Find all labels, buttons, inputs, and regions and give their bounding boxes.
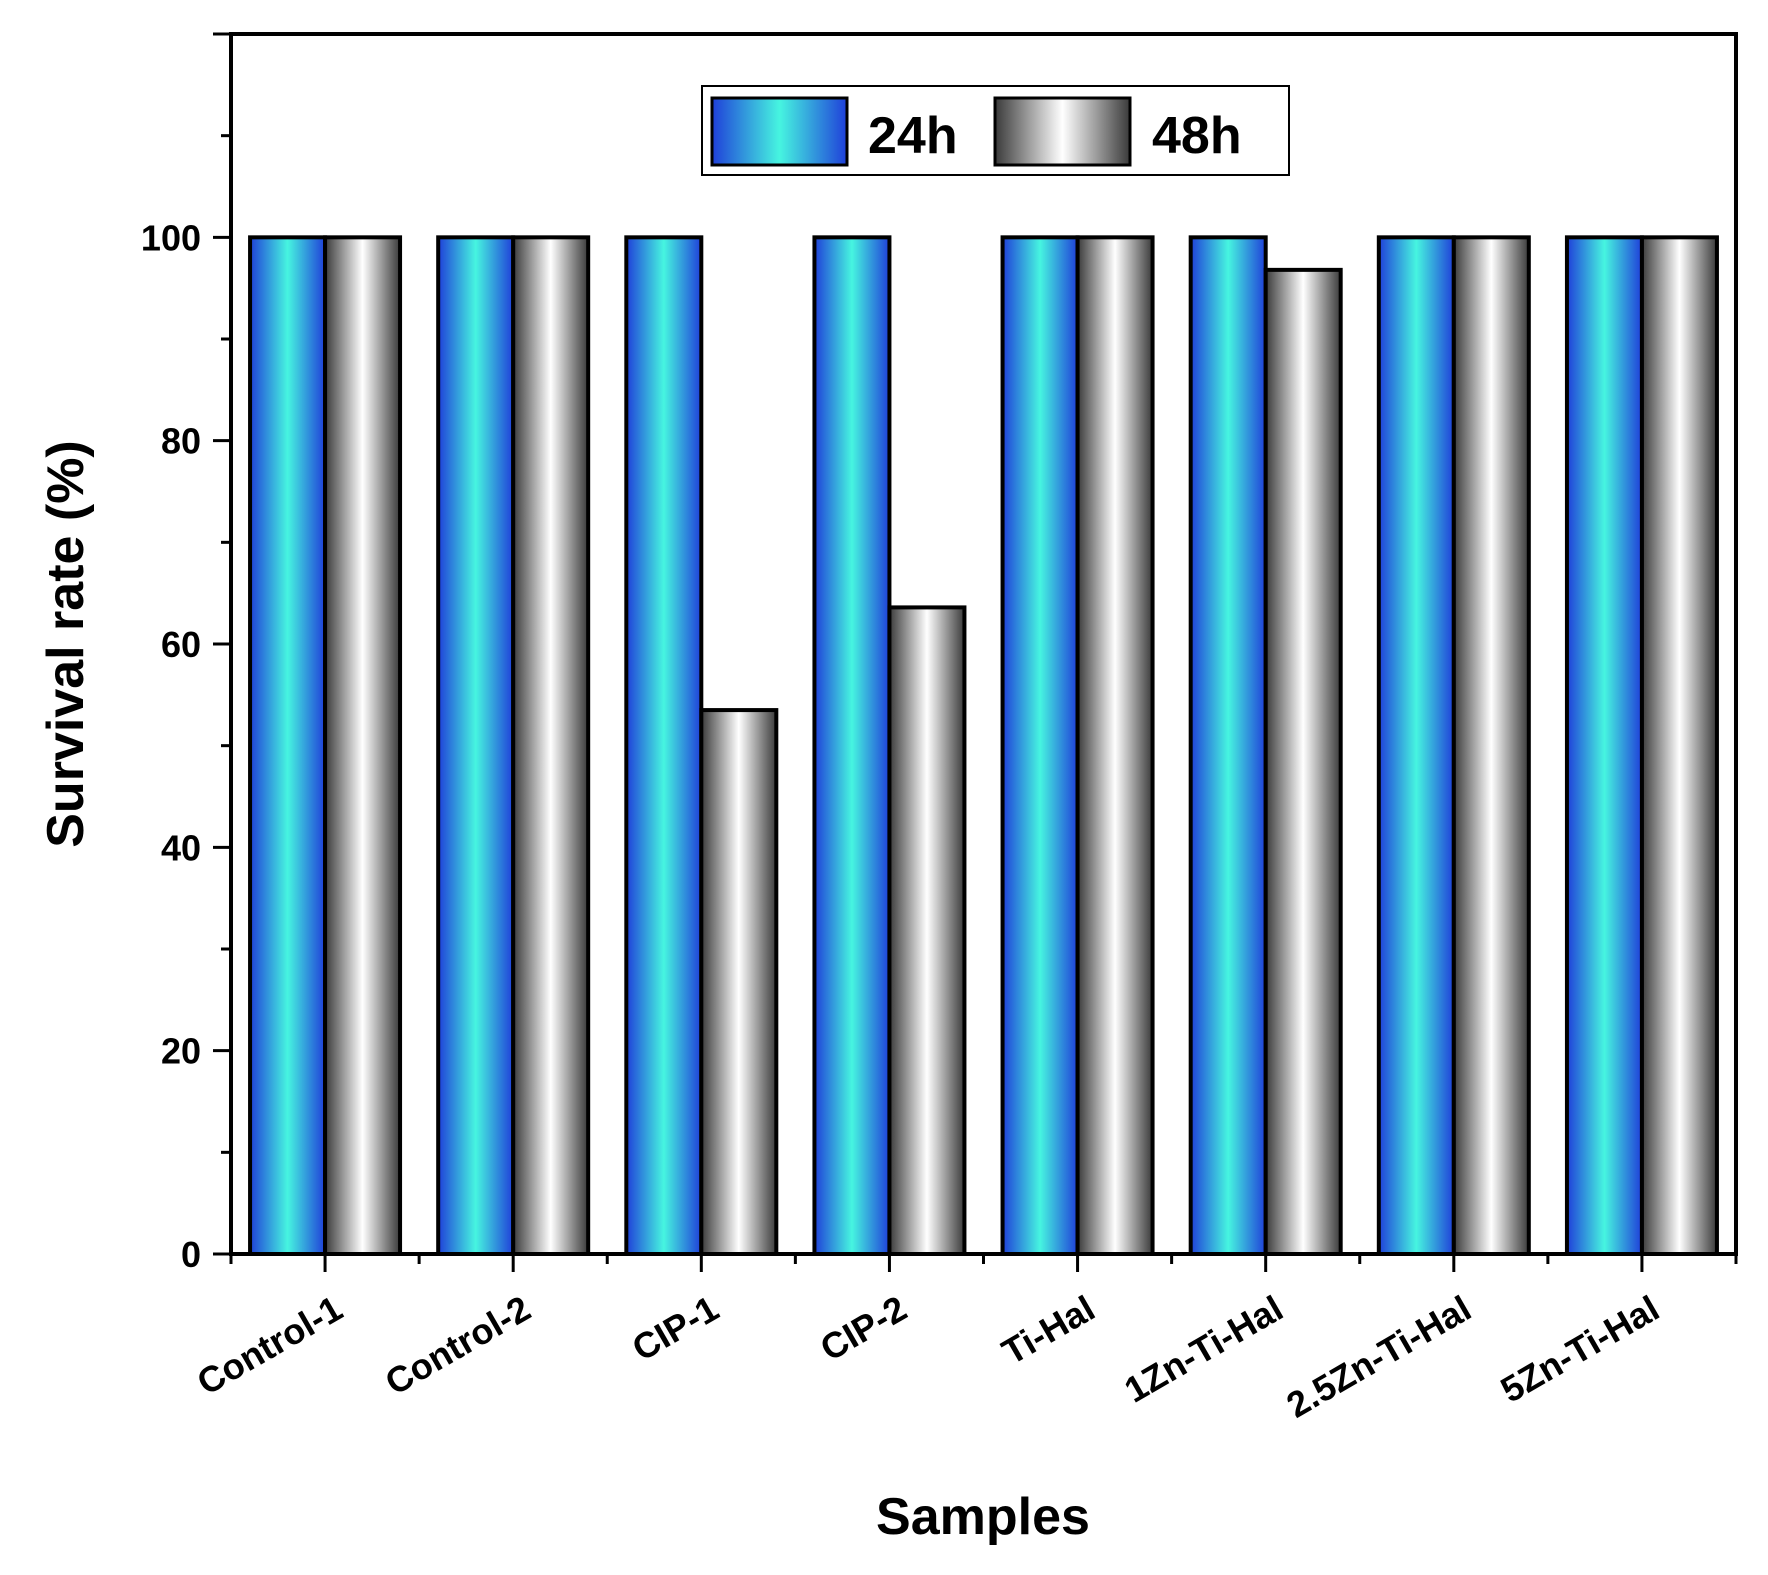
bar-48h-CIP-2 xyxy=(887,605,967,1256)
bar-48h-2.5Zn-Ti-Hal xyxy=(1451,235,1531,1257)
y-tick-label: 0 xyxy=(181,1234,201,1275)
legend-label-48h: 48h xyxy=(1152,107,1242,165)
bar-24h-Control-1 xyxy=(248,235,328,1257)
x-tick-label: 1Zn-Ti-Hal xyxy=(1117,1287,1289,1410)
x-tick-label: Ti-Hal xyxy=(995,1287,1102,1372)
bar-24h-Ti-Hal xyxy=(1000,235,1080,1257)
legend-swatch-24h xyxy=(710,96,849,167)
bar-24h-CIP-2 xyxy=(812,235,892,1257)
bar-24h-CIP-1 xyxy=(624,235,704,1257)
bar-48h-Ti-Hal xyxy=(1075,235,1155,1257)
bar-24h-1Zn-Ti-Hal xyxy=(1188,235,1268,1257)
bar-24h-2.5Zn-Ti-Hal xyxy=(1376,235,1456,1257)
legend: 24h 48h xyxy=(701,85,1290,176)
x-tick-label: Control-1 xyxy=(190,1287,349,1402)
x-axis-title: Samples xyxy=(876,1488,1090,1546)
x-tick-label: CIP-2 xyxy=(813,1287,913,1369)
y-tick-label: 40 xyxy=(161,827,201,868)
x-tick-label: 2.5Zn-Ti-Hal xyxy=(1279,1287,1477,1425)
y-tick-label: 80 xyxy=(161,421,201,462)
y-axis: 0 20 40 60 80 100 xyxy=(141,32,231,1275)
bar-48h-Control-1 xyxy=(323,235,403,1257)
legend-label-24h: 24h xyxy=(868,107,958,165)
legend-swatch-48h xyxy=(993,96,1132,167)
y-tick-label: 60 xyxy=(161,624,201,665)
x-tick-label: 5Zn-Ti-Hal xyxy=(1494,1287,1666,1410)
x-axis: Control-1 Control-2 CIP-1 CIP-2 Ti-Hal 1Zn-Ti… xyxy=(190,1254,1738,1426)
bar-48h-5Zn-Ti-Hal xyxy=(1639,235,1719,1257)
bar-48h-CIP-1 xyxy=(699,708,779,1256)
bars xyxy=(248,235,1719,1257)
y-axis-title: Survival rate (%) xyxy=(37,440,95,848)
x-tick-label: CIP-1 xyxy=(625,1287,725,1369)
bar-24h-5Zn-Ti-Hal xyxy=(1564,235,1644,1257)
y-tick-label: 100 xyxy=(141,217,201,258)
bar-48h-Control-2 xyxy=(511,235,591,1257)
x-tick-label: Control-2 xyxy=(378,1287,537,1402)
bar-48h-1Zn-Ti-Hal xyxy=(1263,267,1343,1257)
y-tick-label: 20 xyxy=(161,1031,201,1072)
bar-24h-Control-2 xyxy=(436,235,516,1257)
